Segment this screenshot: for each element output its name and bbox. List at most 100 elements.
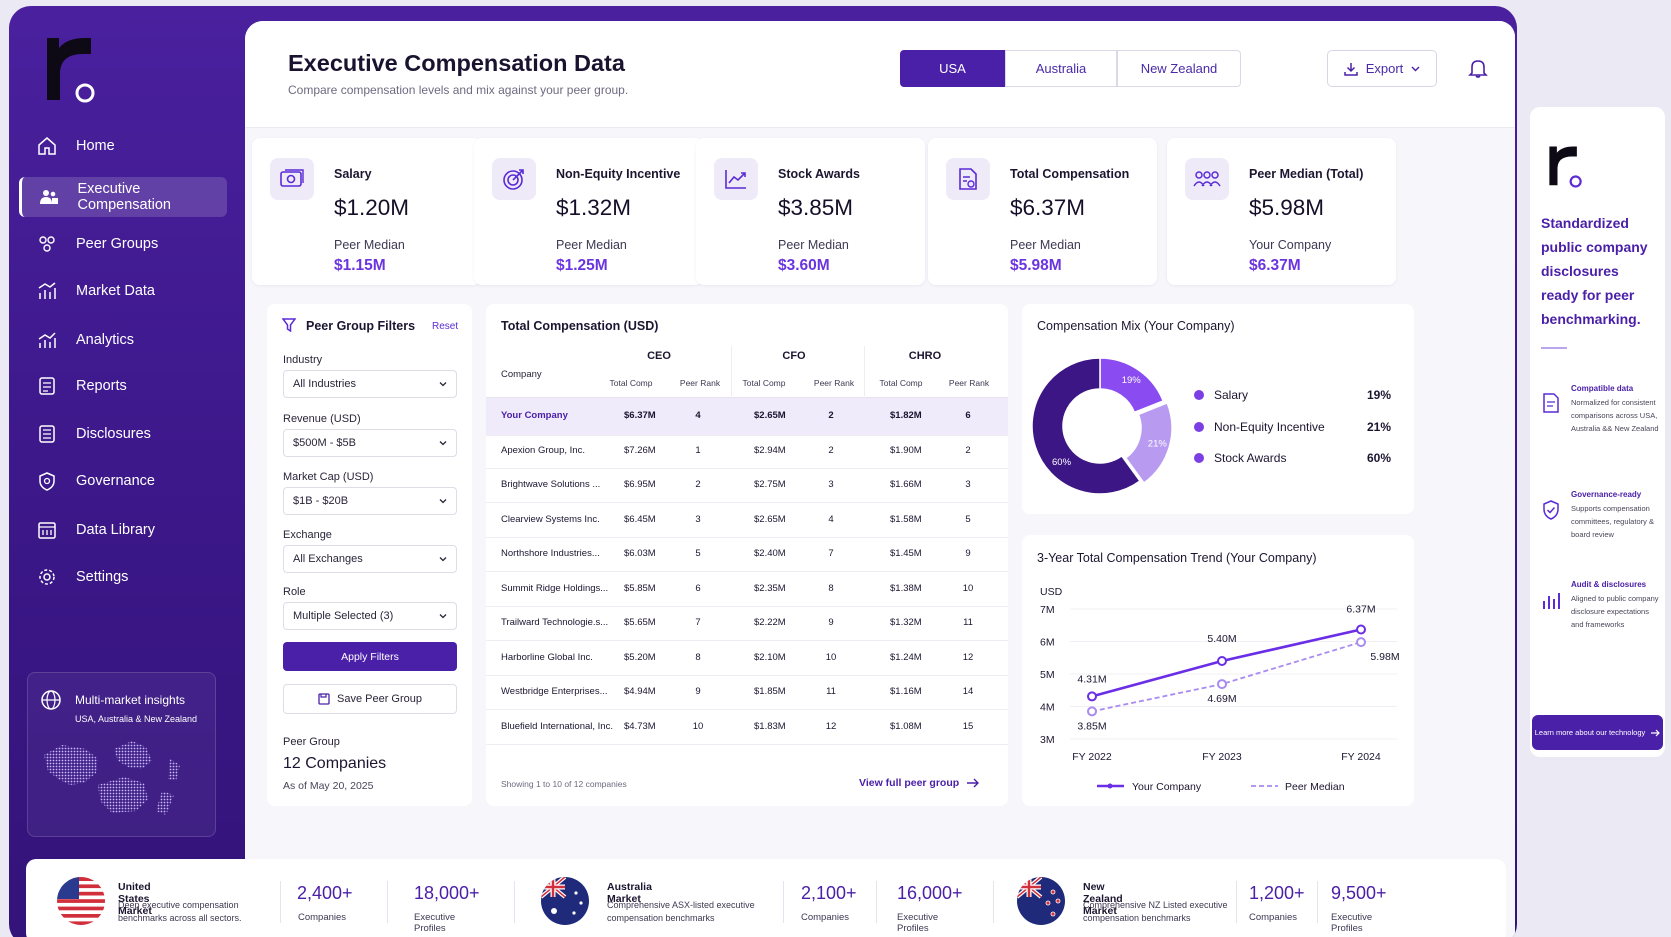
kpi-sub-label: Peer Median [778,238,849,252]
sidebar-item-reports[interactable]: Reports [19,366,227,406]
table-row[interactable]: Clearview Systems Inc. $6.45M 3 $2.65M 4 $1.5… [486,502,1008,538]
role-select[interactable]: Multiple Selected (3) [283,602,457,630]
column-header-peer-rank: Peer Rank [813,378,855,388]
kpi-sub-label: Peer Median [1010,238,1081,252]
data-label: 4.69M [1207,693,1236,705]
brand-logo [1549,146,1582,188]
bell-icon[interactable] [1467,57,1489,79]
cell-peer-rank: 1 [695,444,701,456]
market-cap-select[interactable]: $1B - $20B [283,487,457,515]
exchange-select[interactable]: All Exchanges [283,545,457,573]
data-point [1356,637,1366,648]
cell-total-comp: $6.37M [624,410,656,421]
column-header-total-comp: Total Comp [609,378,653,388]
slice-non-equity-incentive[interactable] [1124,401,1172,485]
cell-total-comp: $1.24M [890,651,922,663]
sidebar-item-governance[interactable]: Governance [19,461,227,501]
legend-label: Peer Median [1285,781,1345,793]
filters-title: Peer Group Filters [306,319,416,333]
cell-company: Trailward Technologie.s... [501,617,609,628]
filter-label: Role [283,586,306,598]
sidebar-item-home[interactable]: Home [19,126,227,166]
table-row[interactable]: Summit Ridge Holdings... $5.85M 6 $2.35M 8 $1… [486,571,1008,607]
legend-label: Your Company [1132,781,1202,793]
table-row[interactable]: Apexion Group, Inc. $7.26M 1 $2.94M 2 $1.90M 2 [486,433,1008,469]
analytics-icon [36,329,58,351]
cell-total-comp: $2.40M [754,548,786,559]
y-tick-label: 6M [1040,637,1055,649]
companies-count: 2,400+ [297,883,353,903]
us-flag-icon [57,877,105,925]
sidebar-item-disclosures[interactable]: Disclosures [19,414,227,454]
kpi-sub-label: Peer Median [556,238,627,252]
slice-salary[interactable] [1099,357,1165,414]
table-row[interactable]: Bluefield International, Inc. $4.73M 10 $1.… [486,709,1008,745]
companies-label: Companies [1249,912,1298,923]
filter-label: Revenue (USD) [283,413,361,425]
view-full-peer-group-link[interactable]: View full peer group [859,777,980,789]
cell-company: Northshore Industries... [501,548,600,559]
sidebar-item-executive-compensation[interactable]: Executive Compensation [19,177,227,217]
data-point [1087,706,1097,717]
table-row[interactable]: Northshore Industries... $6.03M 5 $2.40M 7 $1… [486,536,1008,572]
kpi-card-non-equity-incentive: Non-Equity Incentive $1.32M Peer Median … [474,138,703,285]
promo-feature: Governance-ready Supports compensation co… [1571,490,1663,541]
table-footer: Showing 1 to 10 of 12 companies [501,779,627,789]
table-row[interactable]: Westbridge Enterprises... $4.94M 9 $1.85M 11… [486,674,1008,710]
slice-stock-awards[interactable] [1032,357,1142,495]
market-description: Deep executive compensation benchmarks a… [118,900,242,923]
table-row[interactable]: Your Company $6.37M 4 $2.65M 2 $1.82M 6 [486,398,1008,436]
cell-company: Westbridge Enterprises... [501,686,608,697]
kpi-label: Peer Median (Total) [1249,167,1364,181]
legend-item-stock-awards: Stock Awards 60% [1194,451,1391,465]
brand-logo [47,38,95,103]
sidebar-item-data-library[interactable]: Data Library [19,510,227,550]
kpi-sub-value: $3.60M [778,257,830,274]
cash-icon [270,158,314,200]
companies-label: Companies [801,912,850,923]
cell-total-comp: $1.82M [890,410,922,421]
table-row[interactable]: Harborline Global Inc. $5.20M 8 $2.10M 10 $1.… [486,640,1008,676]
y-axis-unit: USD [1040,586,1063,598]
table-row[interactable]: Trailward Technologie.s... $5.65M 7 $2.22M 9… [486,605,1008,641]
cell-total-comp: $4.73M [624,720,656,732]
slice-label: 19% [1122,375,1142,386]
save-icon [318,693,330,705]
learn-more-button[interactable]: Learn more about our technology [1532,715,1663,750]
sidebar-item-peer-groups[interactable]: Peer Groups [19,224,227,264]
tab-usa[interactable]: USA [900,50,1005,87]
cell-peer-rank: 10 [692,720,704,732]
cell-total-comp: $2.75M [754,479,786,490]
legend-value: 21% [1366,420,1391,434]
tab-new-zealand[interactable]: New Zealand [1117,50,1241,87]
sidebar-item-settings[interactable]: Settings [19,557,227,597]
revenue-select[interactable]: $500M - $5B [283,429,457,457]
export-button[interactable]: Export [1327,50,1437,87]
reset-link[interactable]: Reset [432,321,459,332]
tab-australia[interactable]: Australia [1005,50,1117,87]
cell-peer-rank: 12 [962,651,974,663]
sidebar-item-market-data[interactable]: Market Data [19,271,227,311]
legend-label: Stock Awards [1214,451,1287,465]
feature-title: Compatible data [1571,384,1634,393]
data-point [1356,624,1366,635]
market-title: New Zealand Market [1083,881,1123,917]
kpi-card-peer-median-total: Peer Median (Total) $5.98M Your Company … [1167,138,1396,285]
table-title: Total Compensation (USD) [501,319,659,333]
sidebar-item-label: Market Data [76,283,155,299]
promo-panel: Standardized public company disclosures … [1530,107,1665,757]
insight-subtitle: USA, Australia & New Zealand [75,714,198,724]
table-row[interactable]: Brightwave Solutions ... $6.95M 2 $2.75M 3 $1… [486,467,1008,503]
data-label: 5.98M [1370,651,1399,663]
save-peer-group-button[interactable]: Save Peer Group [283,684,457,714]
sidebar-item-analytics[interactable]: Analytics [19,320,227,360]
cell-peer-rank: 9 [695,686,701,697]
companies-count: 1,200+ [1249,883,1305,903]
industry-select[interactable]: All Industries [283,370,457,398]
apply-filters-button[interactable]: Apply Filters [283,642,457,671]
gear-icon [36,566,58,588]
insight-title: Multi-market insights [75,693,186,707]
kpi-sub-value: $1.25M [556,257,608,274]
cell-company: Your Company [501,410,568,421]
cell-peer-rank: 4 [695,410,701,421]
